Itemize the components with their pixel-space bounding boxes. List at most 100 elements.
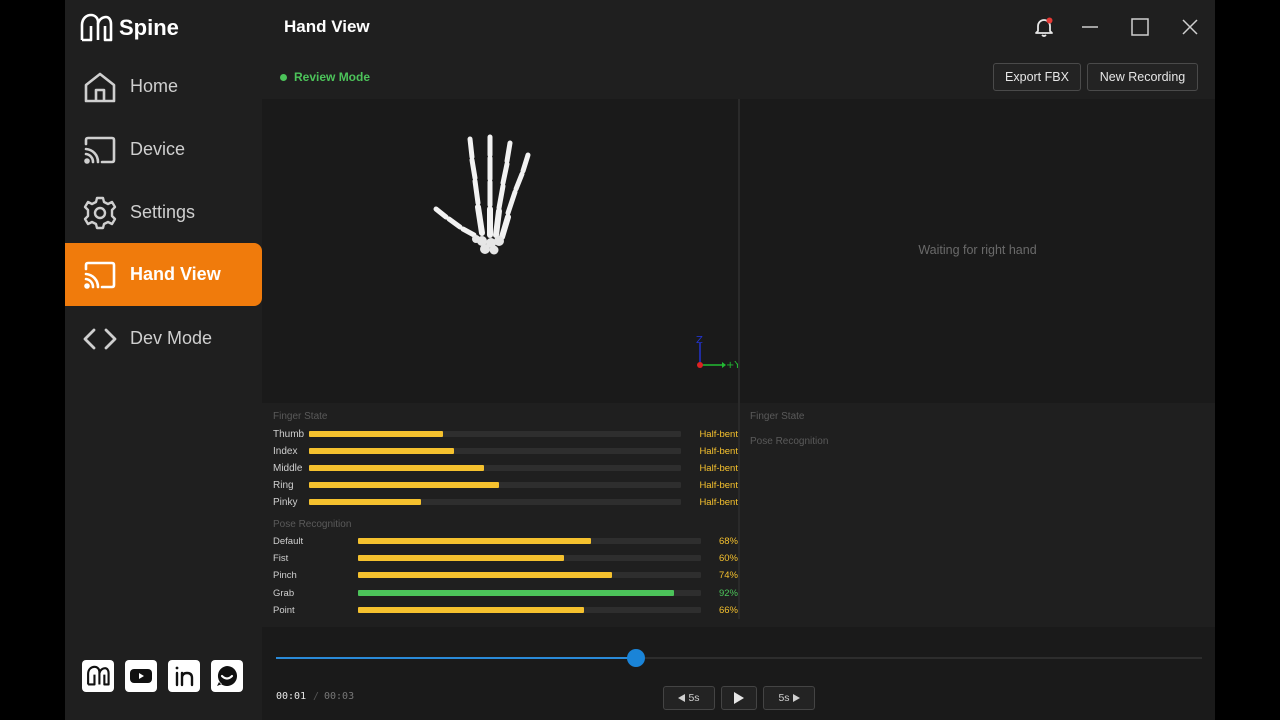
pose-percent: 92% xyxy=(718,587,738,599)
sidebar: Spine Home Device Settings xyxy=(65,0,262,720)
sidebar-item-label: Dev Mode xyxy=(130,328,213,348)
finger-state-value: Half-bent xyxy=(699,497,738,508)
sidebar-item-settings[interactable]: Settings xyxy=(65,181,262,244)
sidebar-item-label: Settings xyxy=(130,202,196,222)
mode-label: Review Mode xyxy=(294,70,371,84)
spine-logo-icon xyxy=(80,13,113,42)
hand-skeleton-icon xyxy=(433,134,531,255)
brand[interactable]: Spine xyxy=(79,12,179,44)
app-window: Spine Home Device Settings xyxy=(65,0,1215,720)
finger-bar-fill xyxy=(309,448,455,454)
finger-bar-fill xyxy=(309,482,499,488)
pose-bar xyxy=(358,589,701,596)
new-recording-button[interactable]: New Recording xyxy=(1087,63,1198,91)
bell-icon xyxy=(1035,17,1053,37)
axis-y-label: +Y xyxy=(726,360,740,371)
sidebar-item-device[interactable]: Device xyxy=(65,118,262,181)
sidebar-item-label: Home xyxy=(130,76,179,96)
total-time: 00:03 xyxy=(324,691,355,702)
spine-social-button[interactable] xyxy=(82,660,114,692)
play-icon xyxy=(734,692,744,704)
pose-percent: 74% xyxy=(718,570,738,582)
timeline: 00:01 / 00:03 5s 5s xyxy=(262,627,1215,720)
play-button[interactable] xyxy=(721,686,757,710)
code-icon xyxy=(83,328,117,349)
right-stats-panel: Finger State Pose Recognition xyxy=(740,405,1215,625)
finger-bar xyxy=(309,431,681,437)
finger-bar xyxy=(309,448,681,454)
finger-state-value: Half-bent xyxy=(699,429,738,440)
sidebar-item-home[interactable]: Home xyxy=(65,55,262,118)
sidebar-item-label: Hand View xyxy=(130,264,221,284)
pose-bar-fill xyxy=(358,538,592,544)
finger-state-title: Finger State xyxy=(750,411,805,422)
pose-bar xyxy=(358,572,701,579)
finger-bar-fill xyxy=(309,465,484,471)
linkedin-icon xyxy=(175,666,194,687)
cast-icon xyxy=(84,136,116,164)
chat-button[interactable] xyxy=(211,660,243,692)
skip-forward-button[interactable]: 5s xyxy=(763,686,815,710)
triangle-left-icon xyxy=(678,694,686,702)
export-fbx-button[interactable]: Export FBX xyxy=(993,63,1081,91)
close-button[interactable] xyxy=(1175,12,1205,42)
cast-icon xyxy=(84,261,116,289)
youtube-button[interactable] xyxy=(125,660,157,692)
pose-bar xyxy=(358,606,701,613)
minimize-button[interactable] xyxy=(1075,12,1105,42)
current-time: 00:01 xyxy=(276,691,307,702)
pose-bar xyxy=(358,555,701,562)
notifications-button[interactable] xyxy=(1029,12,1059,42)
mode-indicator: Review Mode xyxy=(280,70,370,84)
pose-name: Grab xyxy=(273,587,295,599)
linkedin-button[interactable] xyxy=(168,660,200,692)
finger-name: Index xyxy=(273,446,298,457)
pose-percent: 60% xyxy=(718,553,738,565)
right-hand-viewport[interactable]: Waiting for right hand xyxy=(740,99,1215,403)
finger-name: Pinky xyxy=(273,497,298,508)
waiting-message: Waiting for right hand xyxy=(918,243,1037,257)
chat-icon xyxy=(217,666,237,686)
skip-forward-label: 5s xyxy=(778,692,790,704)
playback-slider[interactable] xyxy=(276,657,1202,659)
finger-state-value: Half-bent xyxy=(699,446,738,457)
finger-bar xyxy=(309,499,681,505)
finger-state-value: Half-bent xyxy=(699,480,738,491)
pose-percent: 68% xyxy=(718,536,738,547)
pose-recognition-title: Pose Recognition xyxy=(750,436,829,447)
finger-name: Ring xyxy=(273,480,294,491)
maximize-icon xyxy=(1131,18,1149,36)
playback-slider-thumb[interactable] xyxy=(627,649,646,667)
sidebar-item-dev-mode[interactable]: Dev Mode xyxy=(65,307,262,370)
pose-bar xyxy=(358,538,701,544)
left-hand-viewport[interactable]: Z +Y xyxy=(262,99,740,403)
page-title: Hand View xyxy=(284,17,370,36)
gear-icon xyxy=(83,196,117,229)
sidebar-item-label: Device xyxy=(130,139,186,159)
pose-recognition-title: Pose Recognition xyxy=(273,519,352,530)
axis-z-label: Z xyxy=(696,335,703,346)
spine-logo-icon xyxy=(87,665,110,686)
triangle-right-icon xyxy=(792,694,800,702)
skip-back-label: 5s xyxy=(688,692,700,704)
maximize-button[interactable] xyxy=(1125,12,1155,42)
pose-name: Fist xyxy=(273,553,289,565)
pose-name: Pinch xyxy=(273,570,297,582)
finger-bar-fill xyxy=(309,499,421,505)
finger-name: Thumb xyxy=(273,429,305,440)
left-stats-panel: Finger State Thumb Half-bent Index Half-ben… xyxy=(262,405,738,625)
sidebar-item-hand-view[interactable]: Hand View xyxy=(65,243,262,306)
pose-bar-fill xyxy=(358,555,564,562)
pose-name: Point xyxy=(273,604,295,616)
pose-bar-fill xyxy=(358,572,612,579)
pose-bar-fill xyxy=(358,589,674,596)
finger-bar xyxy=(309,465,681,471)
finger-state-value: Half-bent xyxy=(699,463,738,474)
finger-name: Middle xyxy=(273,463,303,474)
finger-state-title: Finger State xyxy=(273,411,328,422)
skip-back-button[interactable]: 5s xyxy=(663,686,715,710)
pose-bar-fill xyxy=(358,606,585,613)
pose-name: Default xyxy=(273,536,304,547)
pose-percent: 66% xyxy=(718,604,738,616)
minimize-icon xyxy=(1082,26,1098,28)
